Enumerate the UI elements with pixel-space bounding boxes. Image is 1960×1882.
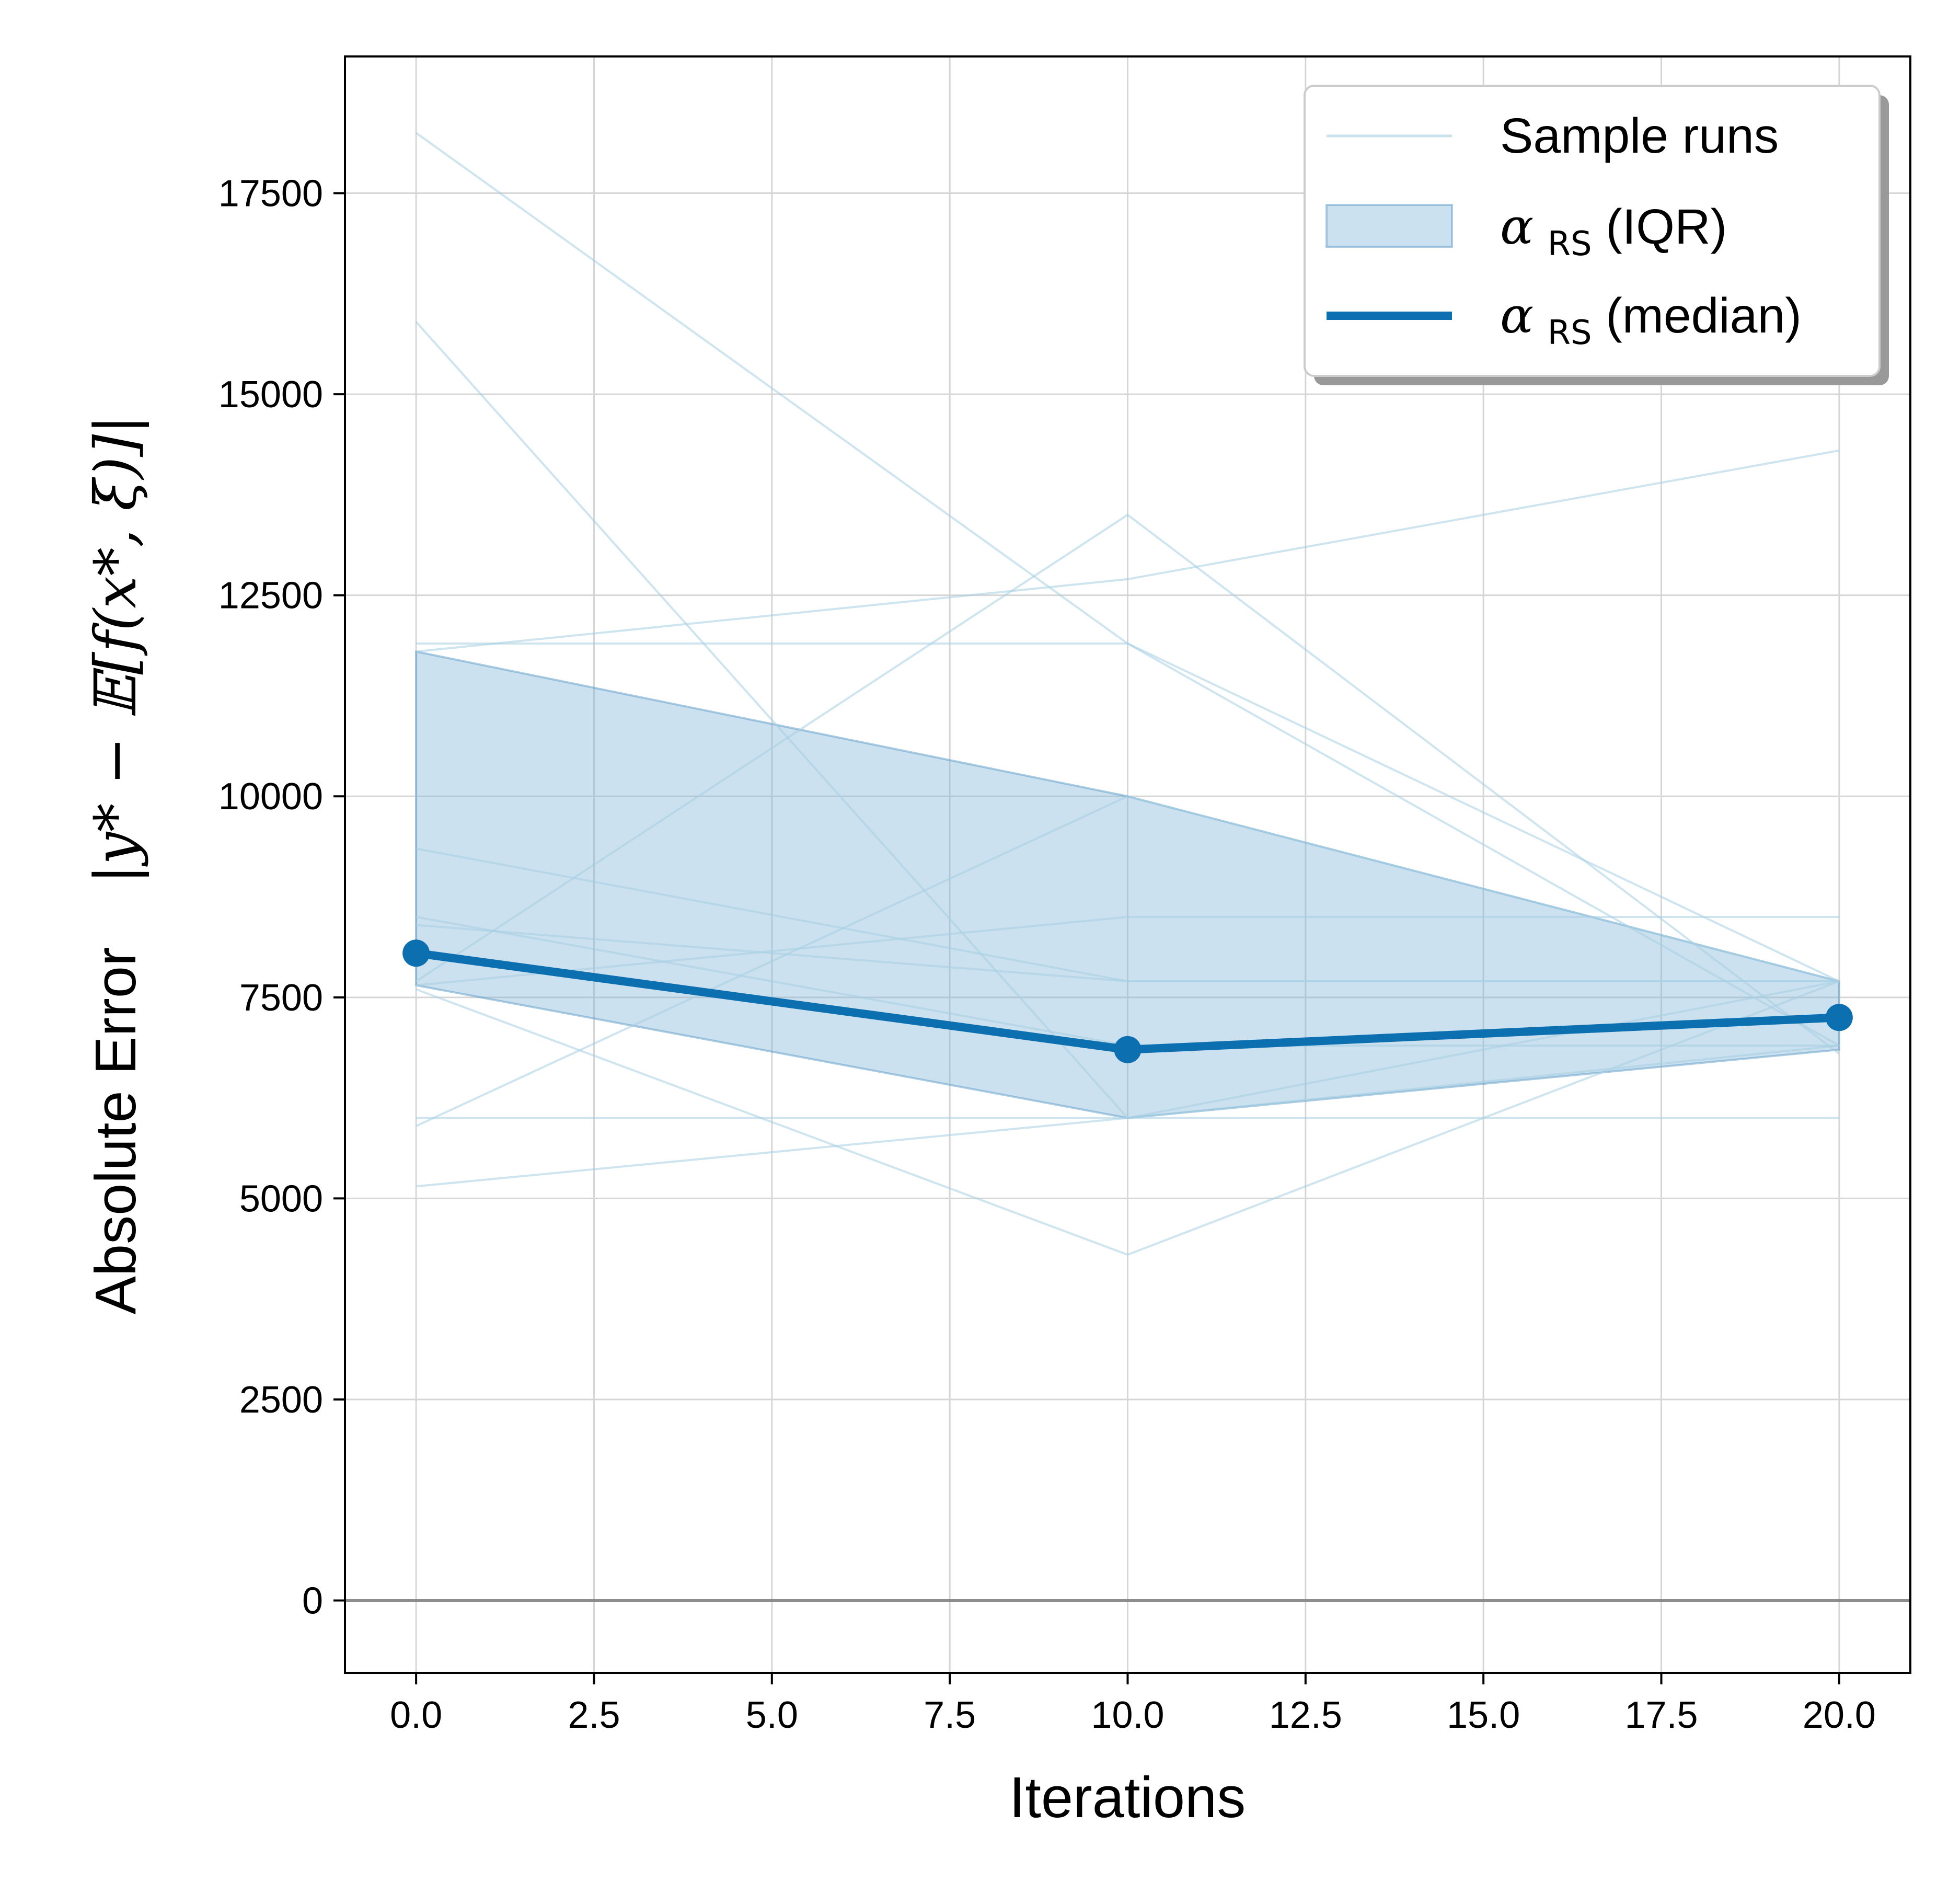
x-axis-label: Iterations (1009, 1765, 1246, 1830)
x-tick-label-3: 7.5 (924, 1694, 976, 1736)
legend-box (1304, 85, 1881, 377)
sample-run-9 (416, 980, 1840, 1256)
legend-sample-label: Sample runs (1500, 108, 1779, 164)
median-point-1 (1114, 1036, 1142, 1063)
x-axis: 0.0 2.5 5.0 7.5 10.0 12.5 15.0 17.5 20.0 (390, 1673, 1876, 1736)
sample-run-10 (416, 795, 1840, 1127)
x-tick-label-2: 5.0 (746, 1694, 798, 1736)
legend-median-label: α RS (median) (1500, 287, 1802, 355)
y-tick-label-5: 12500 (218, 575, 323, 617)
sample-run-2 (416, 642, 1840, 982)
legend-iqr-swatch (1325, 204, 1453, 248)
legend-iqr-sub: RS (1548, 225, 1592, 263)
sample-run-8 (416, 915, 1839, 986)
y-axis-label-text: Absolute Error |y* − 𝔼[f(x*, ξ)]| (82, 415, 149, 1315)
legend-median-sub: RS (1548, 314, 1592, 352)
legend-median-rest: (median) (1606, 288, 1802, 343)
y-tick-label-3: 7500 (239, 977, 323, 1019)
x-tick-label-4: 10.0 (1091, 1694, 1164, 1736)
y-tick-label-6: 15000 (218, 374, 323, 416)
legend-median-alpha: α (1500, 287, 1534, 345)
legend: Sample runs α RS (IQR) α RS (median) (1304, 85, 1889, 385)
x-tick-label-5: 12.5 (1269, 1694, 1342, 1736)
y-axis-label-word: Absolute Error (84, 947, 148, 1314)
x-tick-label-1: 2.5 (568, 1694, 620, 1736)
x-tick-label-8: 20.0 (1803, 1694, 1876, 1736)
y-tick-label-0: 0 (302, 1580, 323, 1622)
legend-iqr-rest: (IQR) (1606, 199, 1727, 255)
y-axis: 0 2500 5000 7500 10000 12500 15000 17500 (218, 173, 345, 1622)
sample-run-3 (416, 449, 1840, 653)
legend-iqr-alpha: α (1500, 198, 1534, 256)
median-point-2 (1825, 1004, 1853, 1031)
median-point-0 (402, 939, 430, 967)
x-tick-label-7: 17.5 (1624, 1694, 1698, 1736)
sample-run-7 (416, 513, 1840, 1055)
legend-iqr-label: α RS (IQR) (1500, 198, 1727, 266)
y-axis-label-math: |y* − 𝔼[f(x*, ξ)]| (82, 415, 149, 884)
sample-run-6 (416, 924, 1839, 983)
y-axis-label: Absolute Error |y* − 𝔼[f(x*, ξ)]| (82, 415, 149, 1315)
y-tick-label-7: 17500 (218, 173, 323, 215)
x-tick-label-0: 0.0 (390, 1694, 442, 1736)
median-series (402, 939, 1853, 1063)
y-tick-label-1: 2500 (239, 1379, 323, 1421)
x-tick-label-6: 15.0 (1447, 1694, 1520, 1736)
y-tick-label-4: 10000 (218, 776, 323, 818)
y-tick-label-2: 5000 (239, 1178, 323, 1220)
